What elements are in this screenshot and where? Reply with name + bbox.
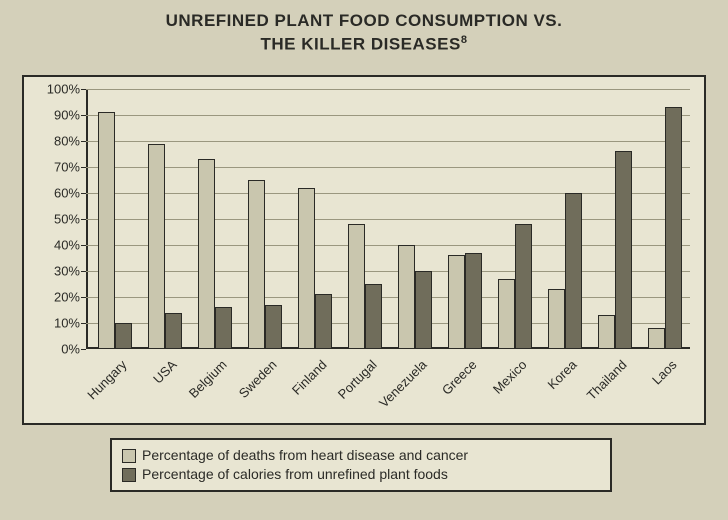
bar-series2 [215, 307, 232, 349]
title-superscript: 8 [461, 34, 468, 46]
bar-series1 [298, 188, 315, 349]
gridline [86, 141, 690, 142]
ytick-label: 0% [30, 342, 80, 357]
bar-series1 [448, 255, 465, 349]
bar-series1 [648, 328, 665, 349]
ytick-label: 40% [30, 238, 80, 253]
legend-label-2: Percentage of calories from unrefined pl… [142, 465, 448, 484]
title-line1: UNREFINED PLANT FOOD CONSUMPTION VS. [166, 11, 563, 30]
bar-series1 [348, 224, 365, 349]
bar-series1 [498, 279, 515, 349]
gridline [86, 193, 690, 194]
ytick-label: 90% [30, 108, 80, 123]
bar-series2 [365, 284, 382, 349]
page-container: UNREFINED PLANT FOOD CONSUMPTION VS. THE… [0, 0, 728, 520]
ytick-label: 10% [30, 316, 80, 331]
bar-series2 [615, 151, 632, 349]
ytick-mark [81, 115, 86, 116]
title-line2: THE KILLER DISEASES [261, 35, 461, 54]
ytick-label: 50% [30, 212, 80, 227]
ytick-mark [81, 167, 86, 168]
bar-series2 [515, 224, 532, 349]
legend-item-2: Percentage of calories from unrefined pl… [122, 465, 600, 484]
gridline [86, 89, 690, 90]
ytick-mark [81, 349, 86, 350]
gridline [86, 245, 690, 246]
bar-series1 [248, 180, 265, 349]
ytick-label: 20% [30, 290, 80, 305]
bar-series2 [565, 193, 582, 349]
ytick-mark [81, 245, 86, 246]
ytick-mark [81, 297, 86, 298]
legend-swatch-light [122, 449, 136, 463]
bar-series1 [148, 144, 165, 349]
legend-item-1: Percentage of deaths from heart disease … [122, 446, 600, 465]
gridline [86, 297, 690, 298]
gridline [86, 115, 690, 116]
ytick-mark [81, 193, 86, 194]
ytick-mark [81, 271, 86, 272]
plot-area: 0%10%20%30%40%50%60%70%80%90%100%Hungary… [86, 89, 690, 349]
bar-series2 [115, 323, 132, 349]
bar-series1 [548, 289, 565, 349]
gridline [86, 219, 690, 220]
legend-label-1: Percentage of deaths from heart disease … [142, 446, 468, 465]
gridline [86, 271, 690, 272]
ytick-mark [81, 323, 86, 324]
bar-series2 [665, 107, 682, 349]
ytick-label: 30% [30, 264, 80, 279]
bar-series1 [98, 112, 115, 349]
bar-series2 [465, 253, 482, 349]
ytick-label: 70% [30, 160, 80, 175]
gridline [86, 167, 690, 168]
ytick-mark [81, 89, 86, 90]
ytick-mark [81, 219, 86, 220]
legend: Percentage of deaths from heart disease … [110, 438, 612, 492]
ytick-mark [81, 141, 86, 142]
ytick-label: 60% [30, 186, 80, 201]
chart-title: UNREFINED PLANT FOOD CONSUMPTION VS. THE… [0, 0, 728, 57]
ytick-label: 100% [30, 82, 80, 97]
chart-frame: 0%10%20%30%40%50%60%70%80%90%100%Hungary… [22, 75, 706, 425]
bar-series2 [265, 305, 282, 349]
bar-series1 [198, 159, 215, 349]
ytick-label: 80% [30, 134, 80, 149]
bar-series1 [398, 245, 415, 349]
bar-series2 [415, 271, 432, 349]
legend-swatch-dark [122, 468, 136, 482]
bar-series2 [315, 294, 332, 349]
bar-series2 [165, 313, 182, 349]
bar-series1 [598, 315, 615, 349]
